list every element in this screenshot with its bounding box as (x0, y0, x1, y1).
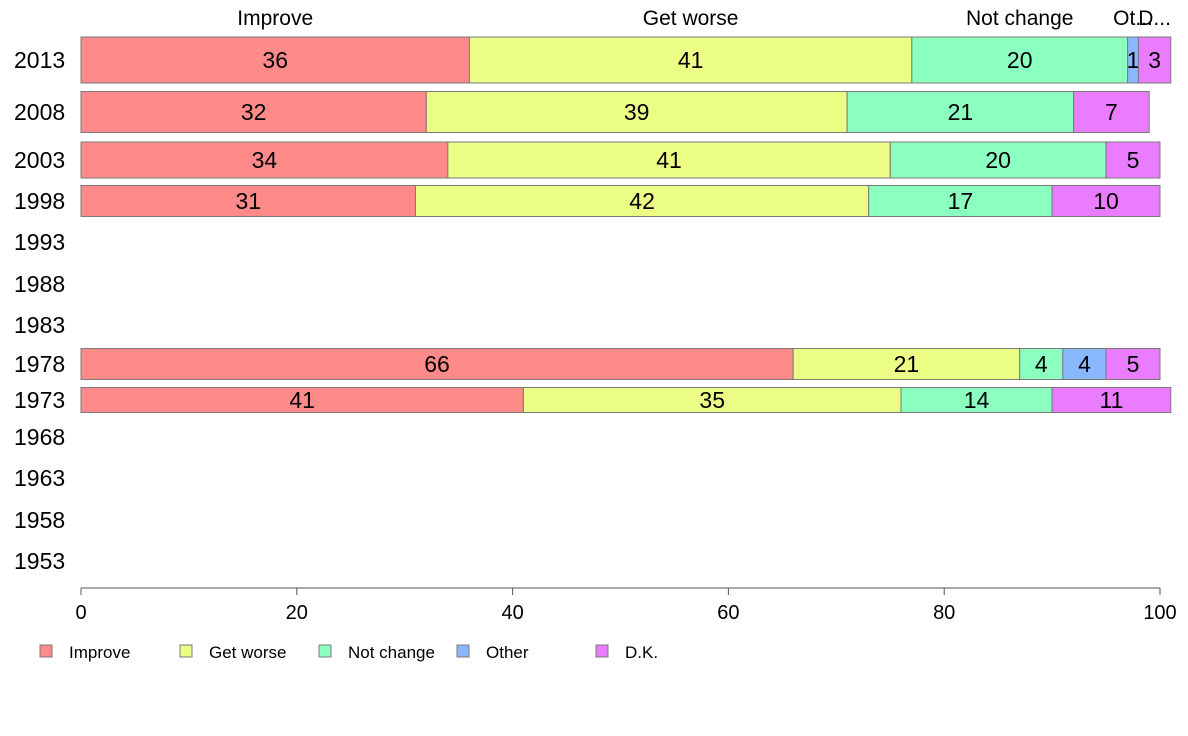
bar-segment (1019, 348, 1064, 380)
bar-segment (868, 185, 1053, 217)
x-tick-label: 20 (286, 602, 308, 624)
bar-value-label: 5 (1127, 351, 1140, 377)
legend-label: Other (486, 643, 529, 662)
bar-segment (80, 91, 427, 133)
x-tick-label: 40 (501, 602, 523, 624)
bar-value-label: 20 (1007, 47, 1033, 73)
y-tick-label: 1958 (14, 507, 65, 533)
top-label: D... (1138, 7, 1171, 30)
y-tick-label: 1968 (14, 424, 65, 450)
bar-value-label: 11 (1099, 387, 1123, 413)
legend-label: Not change (348, 643, 435, 662)
bar-segment (80, 141, 449, 179)
x-tick-label: 80 (933, 602, 955, 624)
bar-segment (80, 348, 794, 380)
bar-value-label: 41 (656, 147, 682, 173)
bar-segment (846, 91, 1075, 133)
bar-segment (80, 387, 524, 413)
legend-swatch (318, 644, 332, 658)
y-tick-label: 1953 (14, 548, 65, 574)
bar-value-label: 17 (948, 188, 974, 214)
bar-segment (1062, 348, 1107, 380)
top-label: Improve (237, 7, 313, 30)
legend: Improve Get worse Not change Other D.K. (39, 643, 658, 662)
bar-value-label: 5 (1127, 147, 1140, 173)
legend-swatch (595, 644, 609, 658)
bar-segment (1105, 348, 1161, 380)
bar-segment (1073, 91, 1150, 133)
bar-value-label: 66 (424, 351, 450, 377)
y-tick-label: 1983 (14, 312, 65, 338)
y-tick-label: 1963 (14, 465, 65, 491)
bar-value-label: 41 (678, 47, 704, 73)
bar-value-label: 4 (1078, 351, 1091, 377)
y-tick-label: 1998 (14, 188, 65, 214)
y-tick-label: 1973 (14, 387, 65, 413)
bar-segment (1137, 36, 1172, 84)
bar-segment (80, 185, 416, 217)
bar-value-label: 42 (629, 188, 655, 214)
legend-label: D.K. (625, 643, 658, 662)
y-axis: 2013 2008 2003 1998 1993 1988 1983 1978 1973 1968… (14, 47, 65, 574)
bar-value-label: 21 (894, 351, 920, 377)
bar-value-label: 39 (624, 99, 650, 125)
bar-segment (522, 387, 902, 413)
legend-swatch (179, 644, 193, 658)
bar-value-label: 36 (262, 47, 288, 73)
bars: 36 41 20 1 3 32 39 21 7 34 41 20 5 31 42 17 10 66 21 4 4 5 41 3… (80, 36, 1172, 413)
bar-segment (1105, 141, 1161, 179)
bar-segment (900, 387, 1053, 413)
y-tick-label: 1978 (14, 351, 65, 377)
bar-value-label: 41 (289, 387, 315, 413)
x-tick-label: 0 (75, 602, 86, 624)
bar-value-label: 20 (985, 147, 1011, 173)
bar-value-label: 7 (1105, 99, 1118, 125)
legend-label: Get worse (209, 643, 286, 662)
bar-value-label: 32 (241, 99, 267, 125)
x-axis: 0 20 40 60 80 100 (75, 587, 1177, 624)
legend-swatch (39, 644, 53, 658)
bar-value-label: 21 (948, 99, 974, 125)
bar-value-label: 3 (1148, 47, 1161, 73)
top-labels: Improve Get worse Not change Ot...D... (237, 7, 1171, 30)
bar-segment (889, 141, 1107, 179)
bar-segment (1051, 185, 1161, 217)
bar-segment (792, 348, 1021, 380)
bar-value-label: 31 (235, 188, 261, 214)
top-label: Get worse (643, 7, 739, 30)
bar-value-label: 34 (252, 147, 278, 173)
y-tick-label: 1993 (14, 229, 65, 255)
x-tick-label: 100 (1143, 602, 1176, 624)
bar-segment (425, 91, 848, 133)
bar-value-label: 1 (1127, 47, 1140, 73)
bar-value-label: 14 (964, 387, 990, 413)
legend-swatch (456, 644, 470, 658)
y-tick-label: 1988 (14, 271, 65, 297)
top-label: Not change (966, 7, 1073, 30)
y-tick-label: 2003 (14, 147, 65, 173)
y-tick-label: 2013 (14, 47, 65, 73)
bar-segment (1051, 387, 1172, 413)
bar-segment (468, 36, 913, 84)
bar-segment (414, 185, 870, 217)
bar-value-label: 4 (1035, 351, 1048, 377)
bar-value-label: 35 (699, 387, 725, 413)
y-tick-label: 2008 (14, 99, 65, 125)
legend-label: Improve (69, 643, 130, 662)
bar-value-label: 10 (1093, 188, 1119, 214)
top-label: Ot... (1113, 7, 1153, 30)
x-tick-label: 60 (717, 602, 739, 624)
